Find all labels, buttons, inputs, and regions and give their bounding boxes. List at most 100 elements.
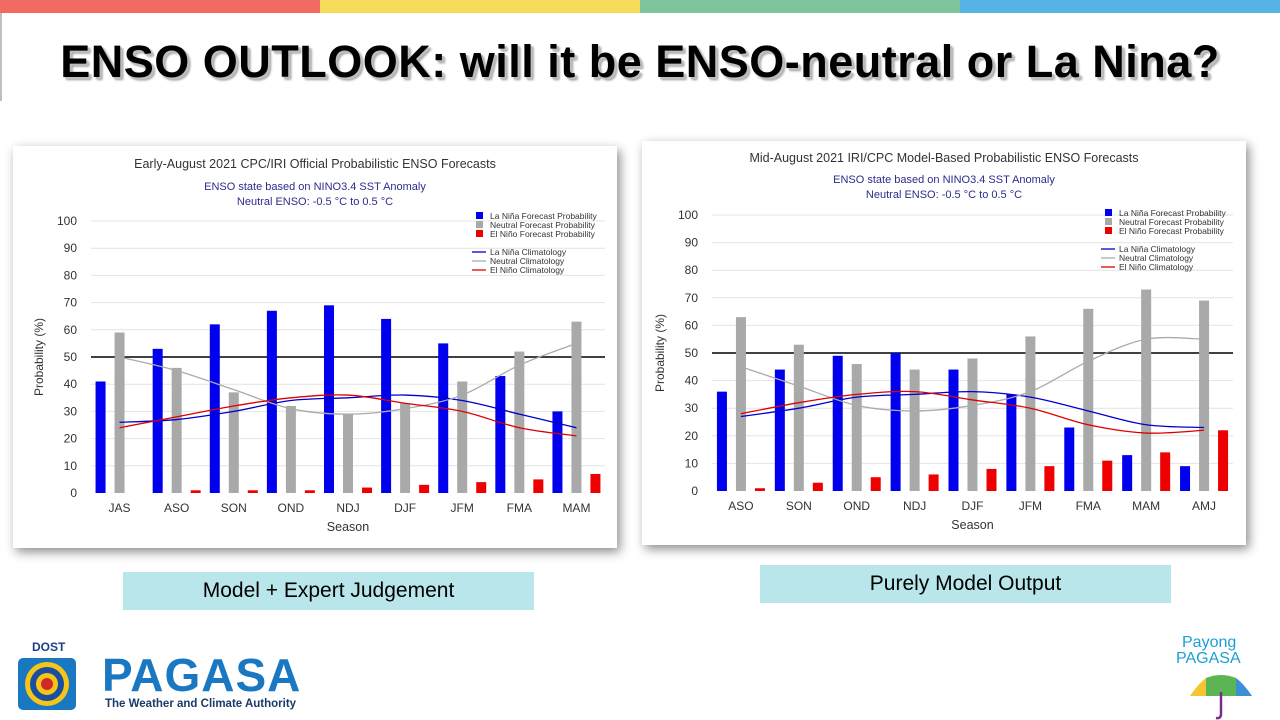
payong-pagasa-label: PAGASA (1176, 650, 1241, 667)
bar (209, 324, 220, 493)
bar (514, 351, 525, 493)
bar (851, 364, 862, 491)
bar (285, 405, 296, 493)
x-tick-label: OND (843, 499, 870, 513)
y-tick-label: 100 (678, 208, 698, 222)
legend-swatch (476, 221, 483, 228)
bar (476, 482, 487, 493)
bar (247, 490, 258, 493)
x-tick-label: OND (278, 501, 305, 515)
x-tick-label: JFM (1019, 499, 1042, 513)
x-tick-label: NDJ (903, 499, 926, 513)
chart-panel-left: Early-August 2021 CPC/IRI Official Proba… (13, 146, 617, 548)
bar (1122, 455, 1133, 491)
legend-swatch (476, 230, 483, 237)
chart-left: Early-August 2021 CPC/IRI Official Proba… (32, 157, 605, 534)
bar (266, 310, 277, 493)
legend-label: La Niña Climatology (1119, 244, 1196, 254)
bar (438, 343, 449, 493)
y-tick-label: 40 (685, 374, 699, 388)
y-tick-label: 30 (685, 401, 699, 415)
caption-left: Model + Expert Judgement (123, 572, 534, 610)
top-bar-segment-red (0, 0, 320, 13)
x-tick-label: MAM (562, 501, 590, 515)
y-axis-label: Probability (%) (32, 318, 46, 396)
x-tick-label: AMJ (1192, 499, 1216, 513)
legend-label: El Niño Forecast Probability (1119, 226, 1225, 236)
bar (716, 391, 727, 491)
x-tick-label: NDJ (336, 501, 359, 515)
bar (735, 317, 746, 491)
legend-label: La Niña Forecast Probability (1119, 208, 1227, 218)
y-tick-label: 70 (685, 291, 699, 305)
bar (95, 381, 106, 493)
legend-swatch (1105, 227, 1112, 234)
x-tick-label: FMA (507, 501, 532, 515)
chart-title: Early-August 2021 CPC/IRI Official Proba… (134, 157, 496, 171)
top-bar-segment-blue (960, 0, 1280, 13)
bar (1025, 336, 1036, 491)
y-axis-label: Probability (%) (653, 314, 667, 392)
y-tick-label: 40 (64, 377, 78, 391)
bar (928, 474, 939, 491)
bar (774, 369, 785, 491)
climatology-line (119, 342, 577, 415)
payong-pagasa-logo: Payong PAGASA (1170, 630, 1280, 720)
bar (909, 369, 920, 491)
y-tick-label: 100 (57, 214, 77, 228)
bar (324, 305, 334, 493)
bar (495, 376, 506, 493)
legend-label: Neutral Climatology (490, 256, 565, 266)
x-tick-label: SON (221, 501, 247, 515)
x-tick-label: ASO (164, 501, 189, 515)
bar (1160, 452, 1171, 491)
bar (832, 355, 843, 491)
chart-panel-right: Mid-August 2021 IRI/CPC Model-Based Prob… (642, 141, 1246, 545)
x-tick-label: ASO (728, 499, 753, 513)
y-tick-label: 10 (685, 456, 699, 470)
bar (1180, 466, 1191, 491)
bar (1199, 300, 1210, 491)
bar (890, 353, 901, 491)
y-tick-label: 90 (685, 236, 699, 250)
chart-right: Mid-August 2021 IRI/CPC Model-Based Prob… (653, 151, 1233, 532)
bar (419, 484, 430, 493)
bar (1044, 466, 1055, 491)
chart-subtitle: Neutral ENSO: -0.5 °C to 0.5 °C (237, 196, 393, 208)
x-tick-label: MAM (1132, 499, 1160, 513)
legend-label: Neutral Forecast Probability (1119, 217, 1225, 227)
chart-subtitle: ENSO state based on NINO3.4 SST Anomaly (833, 174, 1055, 186)
y-tick-label: 50 (64, 350, 78, 364)
y-tick-label: 80 (64, 268, 78, 282)
legend-label: La Niña Forecast Probability (490, 211, 598, 221)
chart-title: Mid-August 2021 IRI/CPC Model-Based Prob… (749, 151, 1138, 165)
bar (793, 344, 804, 491)
pagasa-seal-icon (18, 658, 76, 710)
bar (986, 468, 997, 491)
bar (362, 487, 372, 493)
climatology-line (119, 394, 577, 437)
bar (190, 490, 201, 493)
top-color-bar (0, 0, 1280, 13)
y-tick-label: 10 (64, 459, 78, 473)
bar (967, 358, 978, 491)
x-tick-label: JFM (451, 501, 474, 515)
y-tick-label: 0 (691, 484, 698, 498)
chart-subtitle: ENSO state based on NINO3.4 SST Anomaly (204, 181, 426, 193)
bar (304, 490, 315, 493)
legend-label: La Niña Climatology (490, 247, 567, 257)
legend-label: El Niño Forecast Probability (490, 229, 596, 239)
bar (754, 488, 765, 491)
bar (1141, 289, 1152, 491)
top-bar-segment-yellow (320, 0, 640, 13)
y-tick-label: 0 (70, 486, 77, 500)
pagasa-tagline: The Weather and Climate Authority (105, 698, 297, 710)
left-divider (0, 13, 2, 101)
bar (533, 479, 544, 493)
bar (948, 369, 959, 491)
bar (171, 367, 182, 493)
legend-label: El Niño Climatology (490, 265, 565, 275)
legend-swatch (476, 212, 483, 219)
y-tick-label: 20 (64, 432, 78, 446)
x-axis-label: Season (951, 518, 993, 532)
